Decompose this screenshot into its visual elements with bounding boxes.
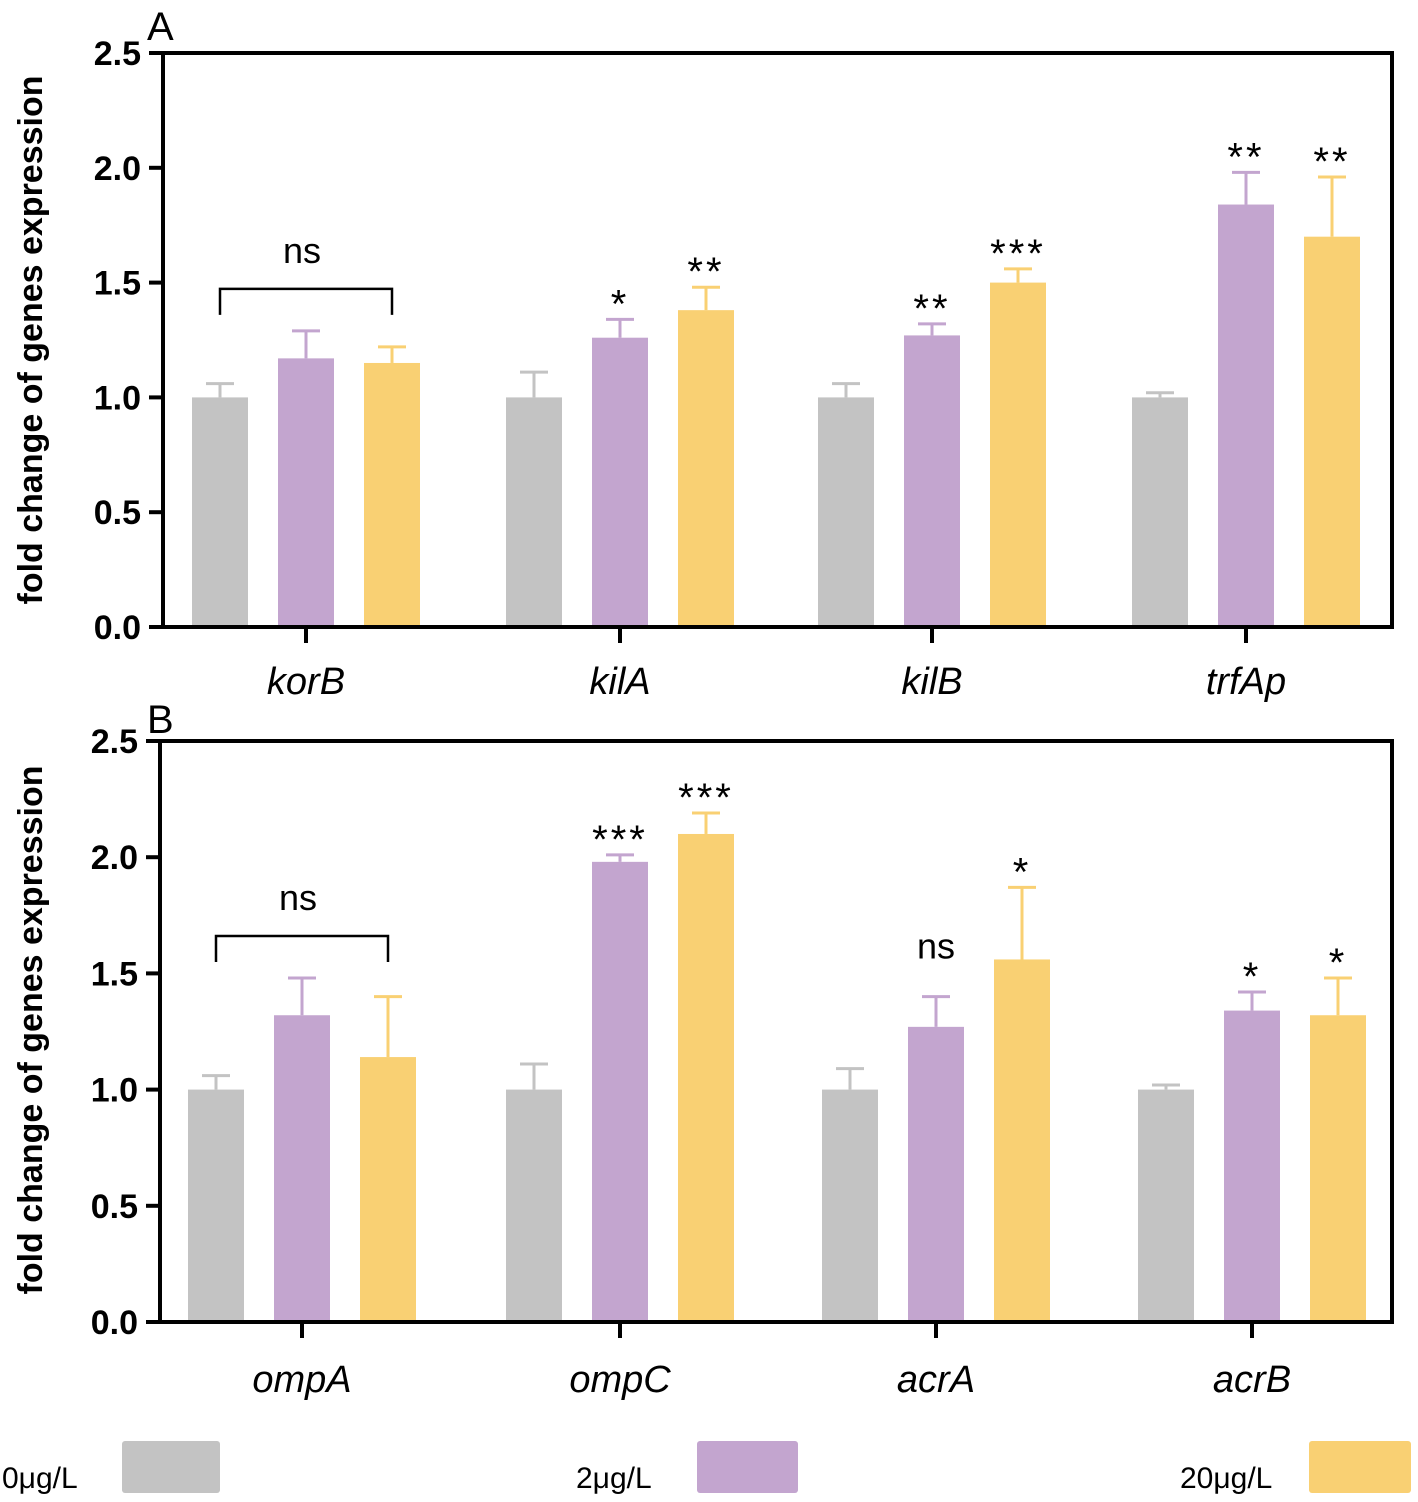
legend-swatch	[697, 1441, 798, 1493]
y-tick-label: 0.0	[94, 609, 141, 647]
category-label: kilA	[589, 661, 650, 703]
bar	[592, 861, 648, 1322]
bar	[990, 282, 1046, 627]
bar	[822, 1089, 878, 1322]
significance-bracket	[214, 934, 390, 963]
significance-label: **	[1313, 140, 1350, 184]
significance-label: **	[913, 287, 950, 331]
panel-a-chart: 0.0 0.5 1.0 1.5 2.0 2.5 fold change of genes e…	[12, 5, 1394, 703]
y-tick-label: 2.0	[94, 150, 141, 188]
significance-label: **	[687, 250, 724, 294]
legend-swatch	[122, 1441, 220, 1493]
bar	[1224, 1010, 1280, 1322]
y-axis-label: fold change of genes expression	[12, 75, 50, 604]
legend-label: 0μg/L	[2, 1462, 78, 1495]
bar	[678, 310, 734, 627]
significance-label: *	[1013, 850, 1032, 894]
bar	[188, 1089, 244, 1322]
bar	[360, 1057, 416, 1322]
legend: 0μg/L 2μg/L 20μg/L	[2, 1441, 1411, 1495]
bar	[592, 337, 648, 627]
bar	[364, 362, 420, 627]
significance-bracket	[218, 287, 394, 315]
category-label: ompC	[569, 1359, 671, 1401]
significance-label: *	[1329, 941, 1348, 985]
plot-frame	[158, 739, 1394, 1324]
bar	[192, 397, 248, 627]
significance-label: ***	[592, 818, 648, 862]
significance-label: ***	[678, 776, 734, 820]
category-label: ompA	[252, 1359, 351, 1401]
significance-label: ns	[283, 230, 321, 271]
bar	[1310, 1015, 1366, 1322]
y-tick-label: 0.0	[91, 1304, 138, 1342]
y-tick-label: 0.5	[91, 1188, 138, 1226]
category-label: acrB	[1213, 1359, 1291, 1401]
significance-label: *	[1243, 955, 1262, 999]
legend-label: 2μg/L	[576, 1462, 652, 1495]
significance-label: **	[1227, 135, 1264, 179]
bar	[908, 1026, 964, 1322]
y-tick-label: 1.5	[91, 955, 138, 993]
plot-frame	[161, 51, 1394, 629]
y-tick-label: 1.0	[94, 379, 141, 417]
panel-b-chart: 0.0 0.5 1.0 1.5 2.0 2.5 fold change of genes e…	[12, 698, 1394, 1401]
y-axis-label: fold change of genes expression	[12, 765, 50, 1294]
significance-label: *	[611, 282, 630, 326]
significance-label: ***	[990, 232, 1046, 276]
legend-label: 20μg/L	[1180, 1462, 1272, 1495]
y-tick-label: 0.5	[94, 494, 141, 532]
category-label: acrA	[897, 1359, 975, 1401]
bar	[1132, 397, 1188, 627]
category-label: trfAp	[1206, 661, 1286, 703]
y-tick-label: 1.0	[91, 1072, 138, 1110]
category-label: kilB	[901, 661, 962, 703]
significance-label: ns	[917, 926, 955, 967]
y-tick-label: 2.0	[91, 839, 138, 877]
bar	[904, 335, 960, 627]
bar	[994, 959, 1050, 1322]
panel-label: A	[147, 5, 174, 49]
bar	[1138, 1089, 1194, 1322]
legend-swatch	[1309, 1441, 1411, 1493]
bar	[506, 1089, 562, 1322]
bar	[818, 397, 874, 627]
bar	[506, 397, 562, 627]
y-tick-label: 1.5	[94, 265, 141, 303]
bar	[1304, 236, 1360, 627]
y-tick-label: 2.5	[94, 35, 141, 73]
y-tick-label: 2.5	[91, 723, 138, 761]
bar	[1218, 204, 1274, 627]
category-label: korB	[267, 661, 345, 703]
bar	[678, 833, 734, 1322]
panel-label: B	[147, 698, 174, 742]
significance-label: ns	[279, 877, 317, 918]
bar	[278, 358, 334, 627]
bar	[274, 1015, 330, 1322]
